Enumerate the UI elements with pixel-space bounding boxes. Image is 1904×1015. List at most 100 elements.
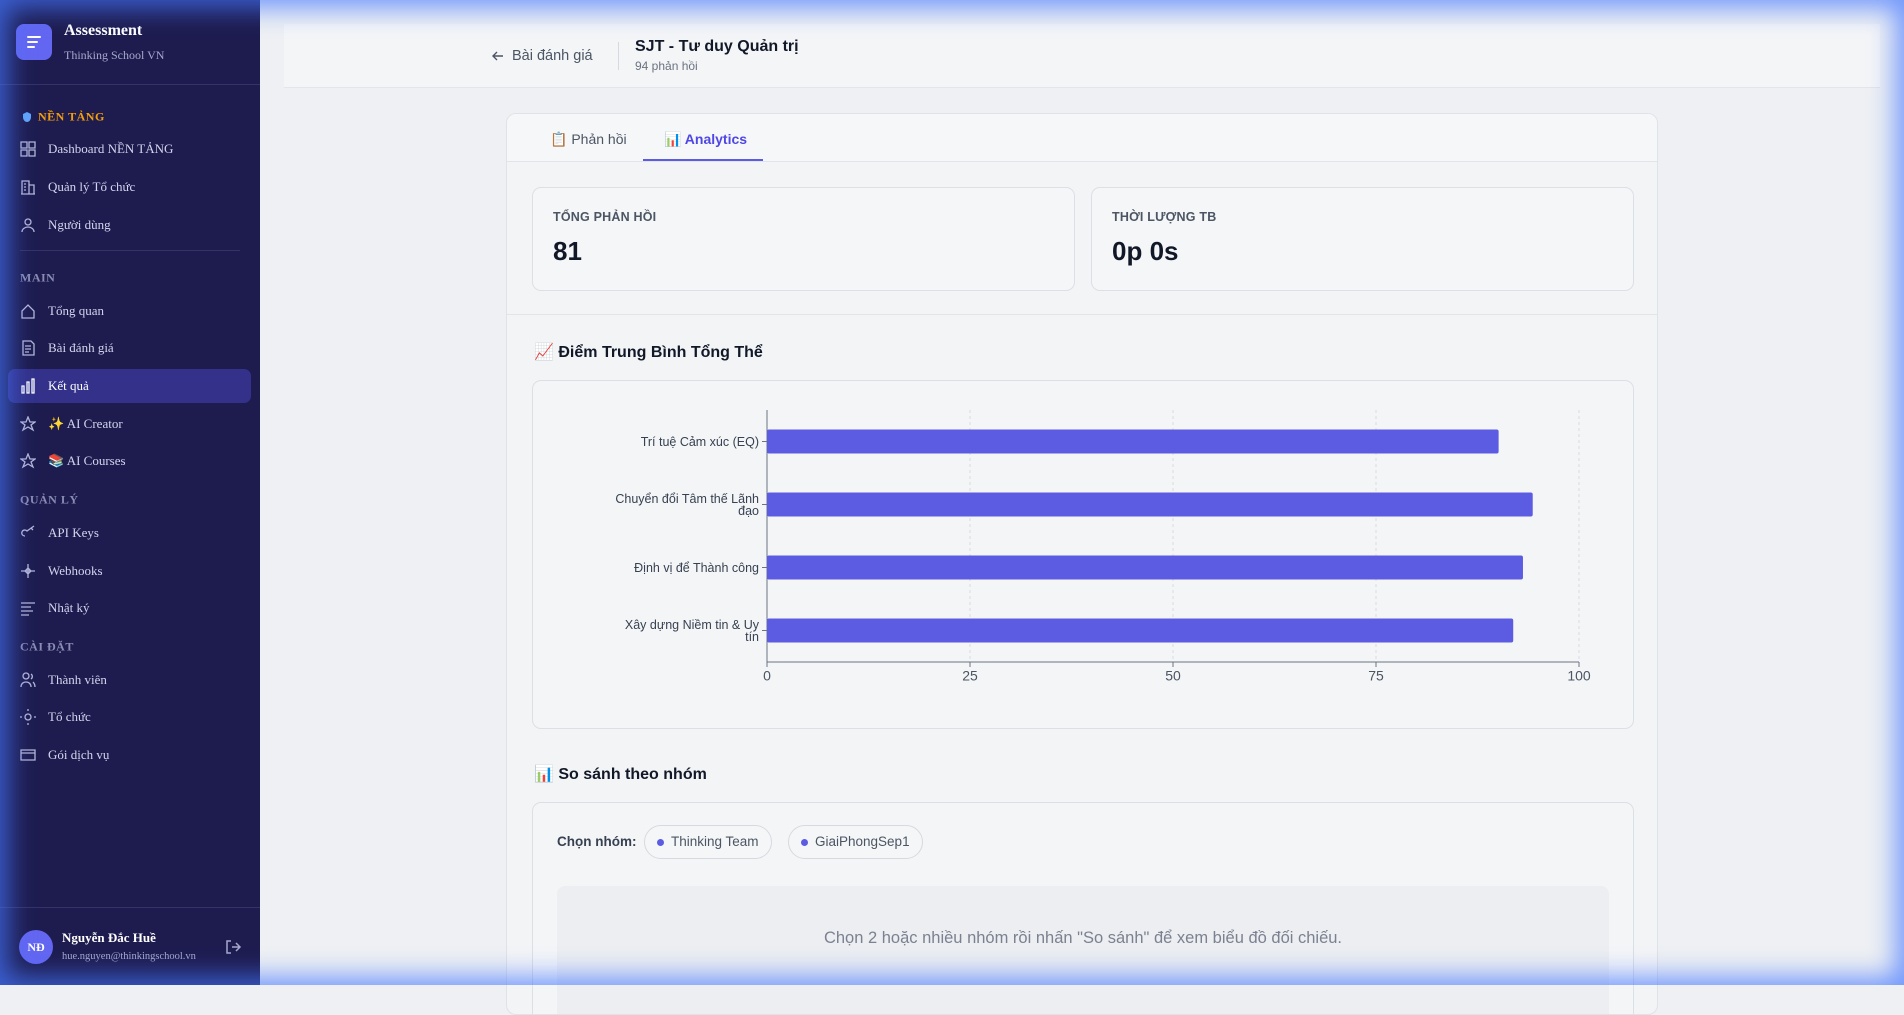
nav-icon (20, 453, 36, 469)
nav-item[interactable]: Webhooks (8, 554, 251, 588)
bar (767, 618, 1514, 643)
group-chip[interactable]: GiaiPhongSep1 (788, 825, 923, 859)
stat-value: 81 (553, 236, 582, 266)
nav-icon (20, 672, 36, 688)
shield (23, 112, 31, 122)
stat-value: 0p 0s (1112, 236, 1179, 266)
nav-section-label: NỀN TẢNG (38, 109, 105, 124)
nav-label: API Keys (48, 525, 99, 540)
placeholder-box: Chọn 2 hoặc nhiều nhóm rồi nhấn "So sánh… (557, 886, 1609, 1014)
icon-shape (21, 525, 35, 537)
nav-item[interactable]: 📚 AI Courses (8, 444, 251, 478)
nav-item[interactable]: Nhật ký (8, 591, 251, 625)
bar (767, 492, 1533, 517)
nav-item[interactable]: Gói dịch vụ (8, 738, 251, 772)
nav-item[interactable]: Quản lý Tổ chức (8, 170, 251, 204)
icon-shape (21, 180, 35, 195)
user-name: Nguyễn Đắc Huề (62, 930, 156, 945)
nav-icon (21, 525, 35, 537)
nav-item[interactable]: Thành viên (8, 663, 251, 697)
stat-card: THỜI LƯỢNG TB 0p 0s (1091, 187, 1634, 291)
nav-label: Quản lý Tổ chức (48, 179, 136, 194)
bar (767, 555, 1523, 580)
back-link[interactable]: Bài đánh giá (512, 48, 593, 64)
y-tick-label: Xây dựng Niềm tin & Uy tín (624, 617, 759, 644)
nav-item[interactable]: Kết quả (8, 369, 251, 403)
icon-shape (20, 709, 36, 725)
section-icon (23, 112, 31, 122)
nav-item[interactable]: Người dùng (8, 208, 251, 242)
nav-item[interactable]: API Keys (8, 516, 251, 550)
analytics-card: 📋 Phản hồi 📊 Analytics TỔNG PHẢN HỒI 81 … (506, 113, 1658, 1015)
sidebar: Assessment Thinking School VN NĐ Nguyễn … (0, 0, 260, 985)
nav-label: Tổ chức (48, 709, 91, 724)
nav-item[interactable]: Tổ chức (8, 700, 251, 734)
nav-icon (20, 141, 36, 157)
user-email: hue.nguyen@thinkingschool.vn (62, 951, 196, 962)
x-tick-label: 25 (962, 668, 978, 684)
header: Bài đánh giá SJT - Tư duy Quản trị 94 ph… (284, 24, 1880, 88)
nav-label: Người dùng (48, 217, 111, 232)
page-subtitle: 94 phản hồi (635, 59, 698, 73)
nav-section-label: CÀI ĐẶT (20, 639, 74, 654)
chart: 0 25 50 75 100 (762, 410, 1591, 684)
y-tick-label: Trí tuệ Cảm xúc (EQ) (640, 434, 759, 449)
icon-shape (20, 453, 36, 469)
nav-label: ✨ AI Creator (48, 416, 123, 431)
brand-subtitle: Thinking School VN (64, 48, 165, 62)
icon-shape (21, 564, 35, 578)
x-tick-label: 100 (1567, 668, 1591, 684)
nav-label: 📚 AI Courses (48, 453, 126, 468)
section-title: 📊 So sánh theo nhóm (534, 766, 707, 783)
x-tick-label: 0 (763, 668, 771, 684)
group-chip[interactable]: Thinking Team (644, 825, 772, 859)
x-tick-label: 50 (1165, 668, 1181, 684)
avatar[interactable]: NĐ (19, 930, 53, 964)
icon-shape (20, 672, 36, 688)
nav-item[interactable]: ✨ AI Creator (8, 407, 251, 441)
logout-icon[interactable] (224, 938, 242, 956)
stat-card: TỔNG PHẢN HỒI 81 (532, 187, 1075, 291)
nav-icon (20, 416, 36, 432)
stat-label: TỔNG PHẢN HỒI (553, 210, 657, 224)
nav-icon (21, 180, 35, 195)
nav-label: Tổng quan (48, 303, 104, 318)
nav-item[interactable]: Bài đánh giá (8, 331, 251, 365)
y-tick-label: Định vị để Thành công (634, 560, 759, 575)
nav-icon (21, 378, 35, 394)
icon-shape (21, 602, 35, 616)
section-title: 📈 Điểm Trung Bình Tổng Thể (534, 344, 763, 361)
nav-label: Kết quả (48, 378, 89, 393)
divider (20, 250, 240, 251)
icon-shape (21, 218, 35, 233)
divider (618, 42, 619, 70)
nav-label: Webhooks (48, 563, 103, 578)
logo (16, 24, 52, 60)
divider (507, 314, 1657, 315)
icon-shape (20, 141, 36, 157)
compare-panel: Chọn nhóm: Thinking Team GiaiPhongSep1 C… (532, 802, 1634, 1014)
nav-section-label: QUẢN LÝ (20, 492, 79, 507)
bar (767, 429, 1499, 454)
group-prompt: Chọn nhóm: (557, 834, 637, 849)
nav-label: Thành viên (48, 672, 107, 687)
nav-icon (21, 564, 35, 578)
divider (0, 907, 260, 908)
icon-shape (20, 416, 36, 432)
nav-item[interactable]: Dashboard NỀN TẢNG (8, 132, 251, 166)
nav-label: Bài đánh giá (48, 340, 114, 355)
nav-item[interactable]: Tổng quan (8, 294, 251, 328)
icon-shape (21, 304, 35, 319)
icon-shape (21, 378, 35, 394)
tab[interactable]: 📋 Phản hồi (550, 131, 627, 147)
back-icon[interactable] (491, 49, 505, 63)
tab-underline (643, 159, 763, 161)
divider (0, 84, 260, 85)
nav-icon (21, 602, 35, 616)
tab-active[interactable]: 📊 Analytics (664, 131, 748, 147)
icon-shape (22, 340, 35, 356)
stat-label: THỜI LƯỢNG TB (1112, 210, 1217, 224)
nav-icon (22, 340, 35, 356)
nav-label: Nhật ký (48, 600, 90, 615)
